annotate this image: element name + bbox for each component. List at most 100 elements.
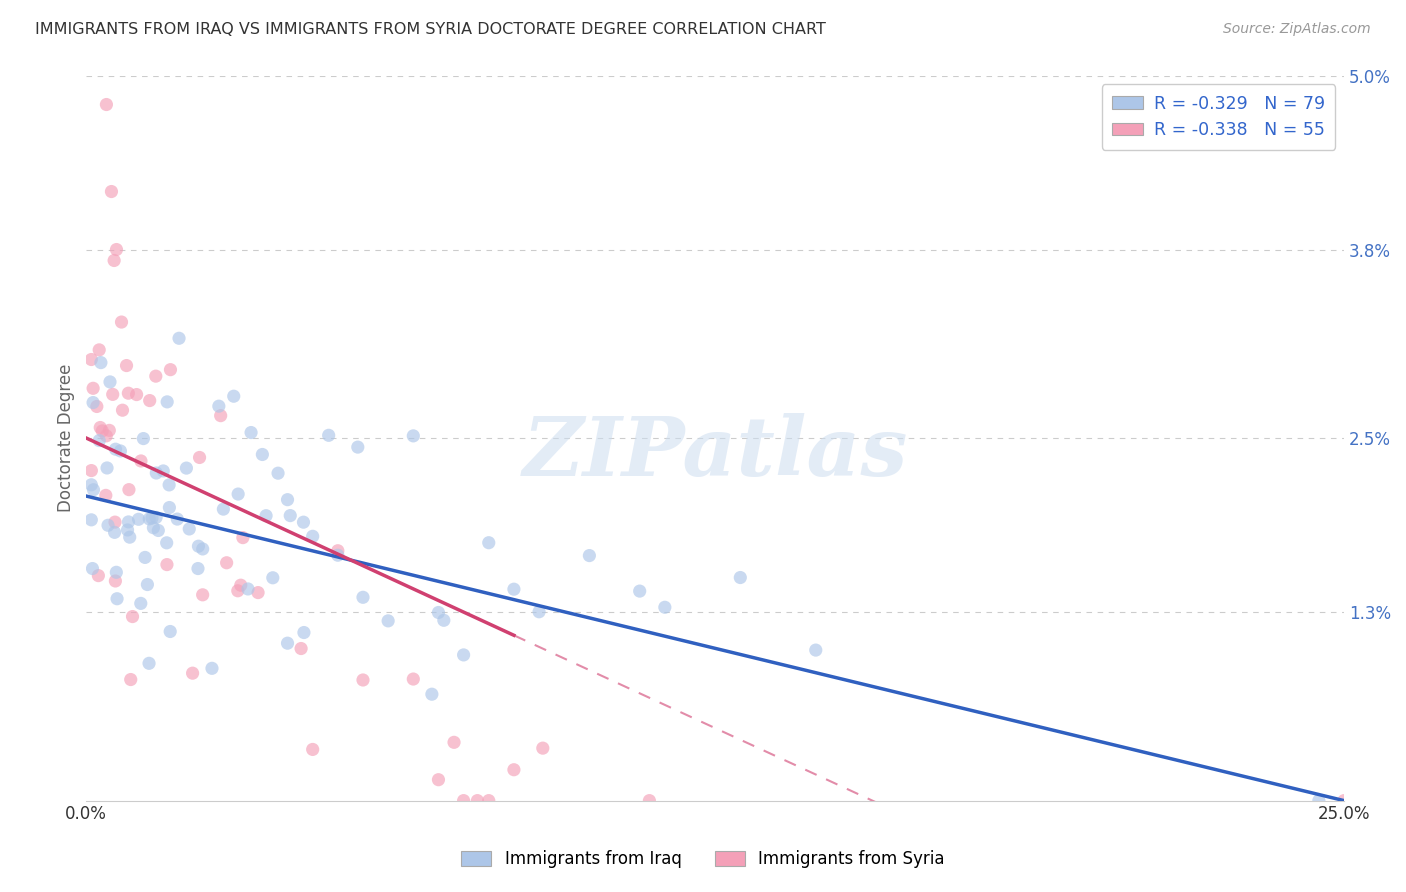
Text: ZIPatlas: ZIPatlas (523, 413, 908, 492)
Point (96, 429, 118, 443)
Point (252, 448, 274, 462)
Point (157, 478, 180, 492)
Point (276, 636, 298, 650)
Point (100, 185, 122, 199)
Point (80, 477, 103, 491)
Point (262, 571, 284, 585)
Point (226, 487, 249, 501)
Point (103, 253, 125, 268)
Point (117, 515, 139, 529)
Point (104, 574, 127, 588)
Point (145, 369, 167, 384)
Point (229, 578, 252, 592)
Point (96, 461, 118, 475)
Point (120, 673, 142, 687)
Point (91, 424, 114, 438)
Point (443, 735, 465, 749)
Point (82, 381, 104, 395)
Point (129, 454, 152, 468)
Point (433, 613, 456, 627)
Point (156, 395, 179, 409)
Point (290, 641, 312, 656)
Point (142, 521, 165, 535)
Point (89, 420, 111, 434)
Point (87, 568, 110, 582)
Point (129, 596, 152, 610)
Point (276, 492, 298, 507)
Point (179, 522, 201, 536)
Point (236, 582, 259, 596)
Point (638, 794, 661, 808)
Point (176, 461, 198, 475)
Point (82, 483, 104, 497)
Point (117, 386, 139, 401)
Point (104, 442, 127, 457)
Point (138, 512, 160, 526)
Point (121, 609, 143, 624)
Point (117, 523, 139, 537)
Point (352, 673, 374, 687)
Point (94, 488, 117, 502)
Point (156, 536, 179, 550)
Point (402, 429, 425, 443)
Point (578, 549, 600, 563)
Point (111, 403, 134, 417)
Point (138, 657, 160, 671)
Point (326, 548, 349, 562)
Point (654, 600, 676, 615)
Point (301, 742, 323, 756)
Point (96, 97, 118, 112)
Point (420, 687, 443, 701)
Point (80, 513, 103, 527)
Point (278, 508, 301, 523)
Text: IMMIGRANTS FROM IRAQ VS IMMIGRANTS FROM SYRIA DOCTORATE DEGREE CORRELATION CHART: IMMIGRANTS FROM IRAQ VS IMMIGRANTS FROM … (35, 22, 827, 37)
Point (453, 648, 475, 662)
Point (148, 524, 170, 538)
Point (104, 515, 127, 529)
Point (167, 331, 190, 345)
Point (125, 387, 148, 401)
Point (188, 450, 211, 465)
Point (503, 582, 526, 597)
Point (138, 393, 160, 408)
Point (187, 539, 209, 553)
Point (527, 605, 550, 619)
Point (159, 624, 181, 639)
Point (110, 444, 132, 458)
Point (82, 561, 104, 575)
Point (215, 556, 238, 570)
Point (118, 530, 141, 544)
Point (292, 515, 315, 529)
Point (187, 561, 209, 575)
Point (115, 359, 138, 373)
Point (209, 409, 232, 423)
Point (478, 794, 501, 808)
Y-axis label: Doctorate Degree: Doctorate Degree (58, 364, 75, 512)
Point (152, 464, 174, 478)
Point (352, 591, 374, 605)
Point (97, 518, 120, 533)
Point (98, 375, 121, 389)
Point (232, 531, 254, 545)
Point (118, 483, 141, 497)
Point (531, 741, 554, 756)
Point (467, 794, 489, 808)
Point (89, 434, 111, 448)
Point (128, 512, 150, 526)
Point (86, 400, 108, 414)
Point (156, 558, 179, 572)
Point (82, 395, 104, 409)
Point (105, 591, 128, 606)
Point (427, 606, 450, 620)
Point (201, 661, 224, 675)
Point (181, 666, 204, 681)
Point (1308, 794, 1330, 808)
Point (145, 466, 167, 480)
Point (80, 464, 103, 478)
Point (318, 428, 340, 442)
Legend: Immigrants from Iraq, Immigrants from Syria: Immigrants from Iraq, Immigrants from Sy… (454, 844, 952, 875)
Point (191, 588, 214, 602)
Point (628, 584, 651, 599)
Point (134, 550, 156, 565)
Point (157, 500, 180, 515)
